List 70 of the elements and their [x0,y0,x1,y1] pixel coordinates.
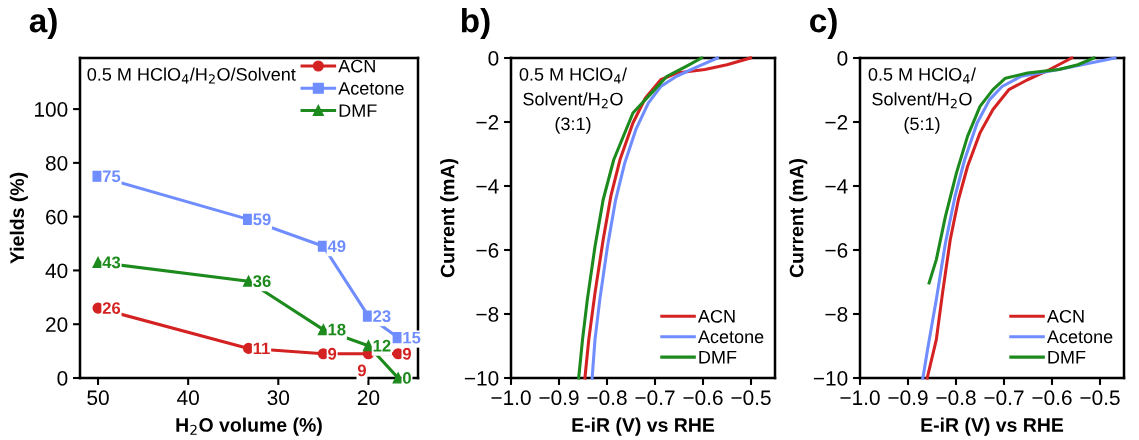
y-tick-label: −2 [476,115,499,130]
x-tick-label: 30 [267,390,290,406]
x-tick-label: −0.5 [1080,390,1120,406]
chart-title: a) [29,8,57,40]
y-tick-label: −4 [476,179,499,194]
y-tick-label: −10 [813,371,848,386]
x-tick-label: −0.8 [587,390,627,406]
data-label: 18 [328,323,346,336]
x-tick-label: 50 [87,390,109,406]
y-tick-label: 0 [837,51,848,66]
legend-label: ACN [1046,309,1084,323]
y-axis-title: Current (mA) [440,159,459,278]
x-tick-label: −0.7 [635,390,675,406]
legend-label: Acetone [1046,330,1113,344]
legend-label: Acetone [697,330,764,344]
x-tick-label: −0.9 [888,390,928,406]
data-label: 12 [373,339,391,352]
y-axis-title: Yields (%) [9,172,28,264]
data-label: 15 [403,331,421,344]
data-label: 26 [102,302,121,314]
legend-label: DMF [699,351,737,364]
x-tick-label: 40 [177,390,199,406]
y-tick-label: 40 [45,263,68,279]
y-tick-label: 60 [46,209,68,225]
y-tick-label: 100 [35,102,68,117]
y-tick-label: −8 [825,307,848,322]
data-label: 49 [327,240,346,253]
y-tick-label: −2 [825,115,848,130]
data-label: 9 [357,364,366,377]
chart-title: b) [461,8,490,40]
y-tick-label: 20 [46,317,68,332]
x-axis-title: E-iR (V) vs RHE [572,417,715,436]
x-tick-label: −0.5 [731,390,771,406]
x-tick-label: −0.8 [936,390,976,406]
legend-label: DMF [339,104,377,117]
data-label: 0 [403,372,411,384]
data-label: 9 [402,347,411,360]
x-tick-label: −0.6 [1032,390,1072,406]
data-label: 23 [373,310,391,323]
data-label: 59 [253,213,271,226]
x-tick-label: −0.6 [683,390,723,406]
x-tick-label: −1.0 [491,390,531,406]
chart-title: c) [810,8,837,40]
x-tick-label: 20 [357,390,380,406]
y-tick-label: 80 [45,155,68,171]
y-tick-label: −4 [825,179,848,194]
y-tick-label: −6 [476,243,499,258]
y-axis-title: Current (mA) [789,159,808,278]
x-tick-label: −0.7 [984,390,1024,406]
x-axis-title: E-iR (V) vs RHE [921,417,1064,436]
y-tick-label: −8 [476,307,499,322]
legend-label: ACN [697,309,735,323]
legend-label: DMF [1048,351,1086,364]
legend-label: ACN [338,59,375,73]
annotation: 0.5 M HClO$_{4}$/H$_{2}$O/Solvent [87,67,296,84]
x-axis-title: H$_{2}$O volume (%) [176,417,322,436]
data-label: 75 [102,170,121,183]
y-tick-label: 0 [57,371,68,386]
data-label: 43 [102,256,121,269]
text: 0.5 M HClO$_{4}$/ Solvent/H$_{2}$O (5:1) [868,67,976,134]
text: 0.5 M HClO$_{4}$/ Solvent/H$_{2}$O (3:1) [519,67,627,134]
y-tick-label: −6 [825,243,848,258]
data-label: 36 [253,275,271,288]
data-label: 9 [328,347,337,360]
legend-label: Acetone [338,82,404,95]
data-label: 11 [253,342,270,355]
x-tick-label: −1.0 [840,390,880,406]
x-tick-label: −0.9 [539,390,579,406]
y-tick-label: −10 [464,371,499,386]
y-tick-label: 0 [488,51,499,66]
